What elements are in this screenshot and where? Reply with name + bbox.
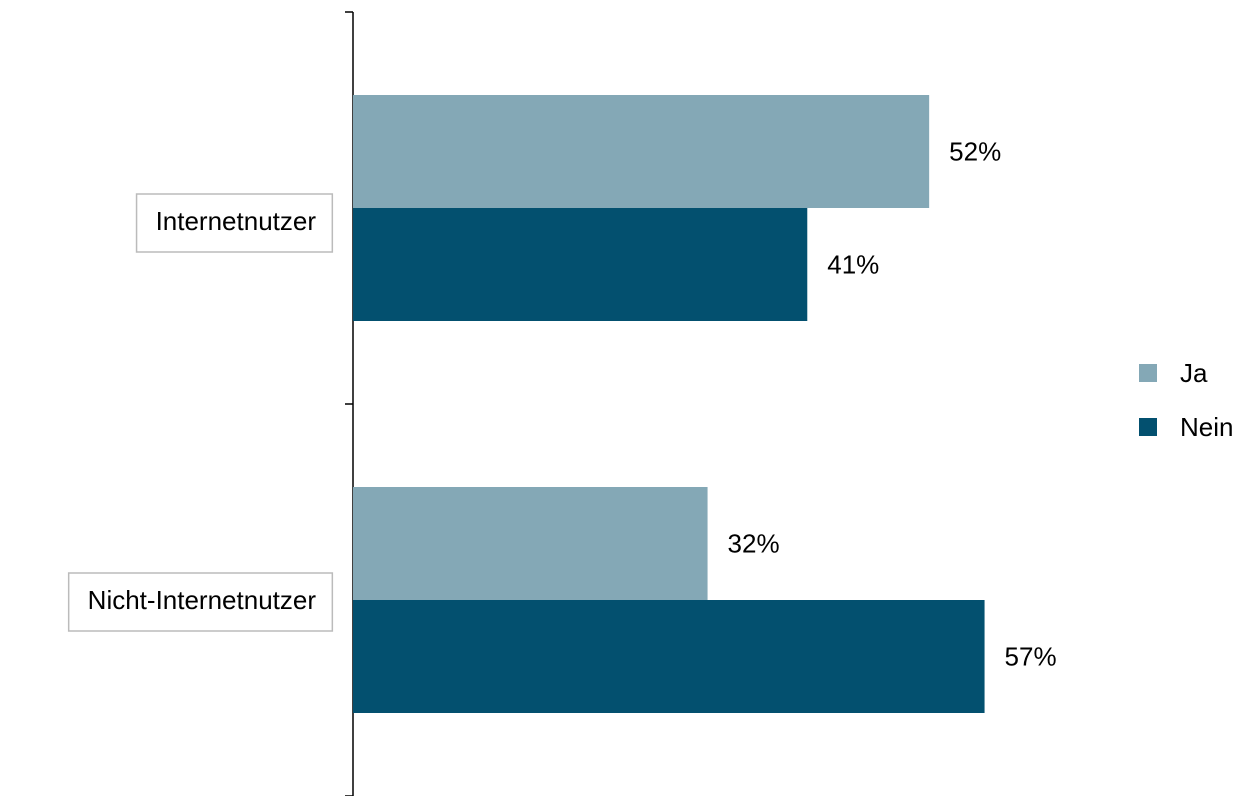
bar xyxy=(353,600,985,713)
bar xyxy=(353,487,708,600)
value-label: 52% xyxy=(949,136,1001,166)
legend-swatch xyxy=(1139,418,1157,436)
value-label: 41% xyxy=(827,249,879,279)
legend-label: Ja xyxy=(1180,358,1208,388)
category-box xyxy=(135,193,334,253)
value-label: 32% xyxy=(728,528,780,558)
legend-swatch xyxy=(1139,364,1157,382)
value-label: 57% xyxy=(1005,641,1057,671)
bar xyxy=(353,95,930,208)
category-box xyxy=(67,572,334,632)
category-label: Internetnutzer xyxy=(156,206,317,236)
bar xyxy=(353,208,808,321)
category-label: Nicht-Internetnutzer xyxy=(88,585,317,615)
legend-label: Nein xyxy=(1180,412,1233,442)
